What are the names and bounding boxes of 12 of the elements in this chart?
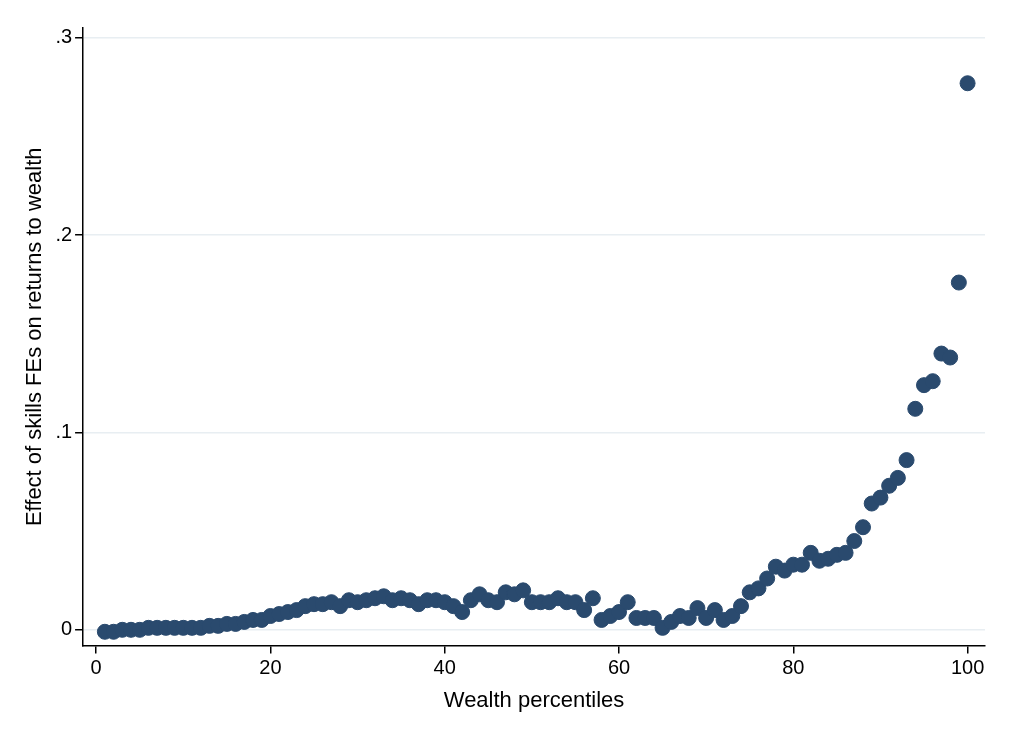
x-tick-label: 100 <box>950 656 985 679</box>
x-tick-label: 60 <box>607 656 631 679</box>
y-axis-title: Effect of skills FEs on returns to wealth <box>21 147 47 527</box>
x-tick-label: 40 <box>433 656 456 679</box>
x-axis-title: Wealth percentiles <box>443 686 625 712</box>
y-tick-label: 0 <box>60 617 73 640</box>
y-tick-label: .1 <box>55 420 73 443</box>
y-tick-label: .2 <box>55 222 73 245</box>
x-tick-label: 0 <box>90 656 102 679</box>
y-tick-label: .3 <box>55 25 73 48</box>
x-tick-label: 20 <box>259 656 282 679</box>
x-tick-label: 80 <box>782 656 805 679</box>
